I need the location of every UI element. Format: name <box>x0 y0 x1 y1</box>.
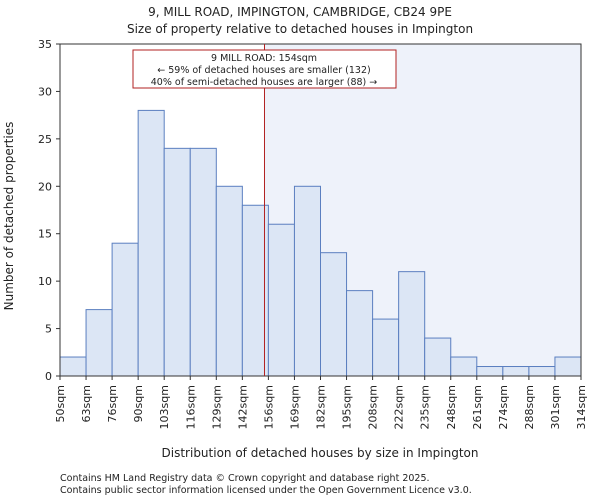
bar-116sqm <box>189 147 217 377</box>
y-tick-label: 30 <box>38 85 52 98</box>
x-tick-label: 235sqm <box>419 385 432 429</box>
annotation-frame <box>132 49 397 89</box>
bar-288sqm <box>528 366 556 377</box>
x-axis-ticks: 50sqm 63sqm 76sqm 90sqm 103sqm 116sqm 129sqm 14… <box>54 376 588 429</box>
y-tick-label: 0 <box>45 370 52 383</box>
bar-222sqm <box>398 271 426 377</box>
x-tick-label: 76sqm <box>106 385 119 422</box>
x-tick-label: 63sqm <box>80 385 93 422</box>
plot-frame <box>59 43 582 377</box>
bar-129sqm <box>215 185 243 377</box>
bar-274sqm <box>502 366 530 377</box>
y-tick-label: 15 <box>38 228 52 241</box>
x-tick-label: 248sqm <box>445 385 458 429</box>
chart-title: 9, MILL ROAD, IMPINGTON, CAMBRIDGE, CB24… <box>148 5 452 19</box>
x-tick-label: 301sqm <box>549 385 562 429</box>
annotation-line-2: ← 59% of detached houses are smaller (13… <box>157 65 370 76</box>
y-axis-label: Number of detached properties <box>2 122 16 311</box>
x-tick-label: 50sqm <box>54 385 67 422</box>
x-tick-label: 116sqm <box>184 385 197 429</box>
bar-156sqm <box>267 223 295 377</box>
bar-261sqm <box>476 366 504 377</box>
x-tick-label: 142sqm <box>236 385 249 429</box>
bar-248sqm <box>450 356 478 377</box>
bar-182sqm <box>320 252 348 377</box>
bars-group <box>59 109 582 377</box>
y-tick-label: 20 <box>38 180 52 193</box>
bar-50sqm <box>59 356 87 377</box>
footer-line-2: Contains public sector information licen… <box>60 485 472 496</box>
chart-subtitle: Size of property relative to detached ho… <box>127 22 473 36</box>
x-tick-label: 169sqm <box>288 385 301 429</box>
x-tick-label: 288sqm <box>523 385 536 429</box>
x-tick-label: 129sqm <box>210 385 223 429</box>
x-tick-label: 182sqm <box>315 385 328 429</box>
x-tick-label: 195sqm <box>341 385 354 429</box>
bar-301sqm <box>554 356 582 377</box>
x-tick-label: 156sqm <box>262 385 275 429</box>
x-tick-label: 222sqm <box>393 385 406 429</box>
x-axis-label: Distribution of detached houses by size … <box>162 446 479 460</box>
y-tick-label: 5 <box>45 323 52 336</box>
y-tick-label: 10 <box>38 275 52 288</box>
x-tick-label: 208sqm <box>367 385 380 429</box>
x-tick-label: 274sqm <box>497 385 510 429</box>
x-tick-label: 103sqm <box>158 385 171 429</box>
y-axis-ticks: 0 5 10 15 20 25 30 35 <box>38 38 60 383</box>
annotation-line-1: 9 MILL ROAD: 154sqm <box>211 53 317 64</box>
y-tick-label: 35 <box>38 38 52 51</box>
footer-line-1: Contains HM Land Registry data © Crown c… <box>60 473 430 484</box>
bar-63sqm <box>85 309 113 377</box>
bar-235sqm <box>424 337 452 377</box>
y-tick-label: 25 <box>38 133 52 146</box>
bar-90sqm <box>137 109 165 377</box>
annotation-box: 9 MILL ROAD: 154sqm ← 59% of detached ho… <box>132 49 397 89</box>
x-tick-label: 314sqm <box>575 385 588 429</box>
bar-76sqm <box>111 242 139 377</box>
annotation-line-3: 40% of semi-detached houses are larger (… <box>151 77 378 88</box>
bar-208sqm <box>372 318 400 377</box>
bar-195sqm <box>346 290 374 377</box>
x-tick-label: 90sqm <box>132 385 145 422</box>
bar-103sqm <box>163 147 191 377</box>
x-tick-label: 261sqm <box>471 385 484 429</box>
bar-169sqm <box>293 185 322 377</box>
